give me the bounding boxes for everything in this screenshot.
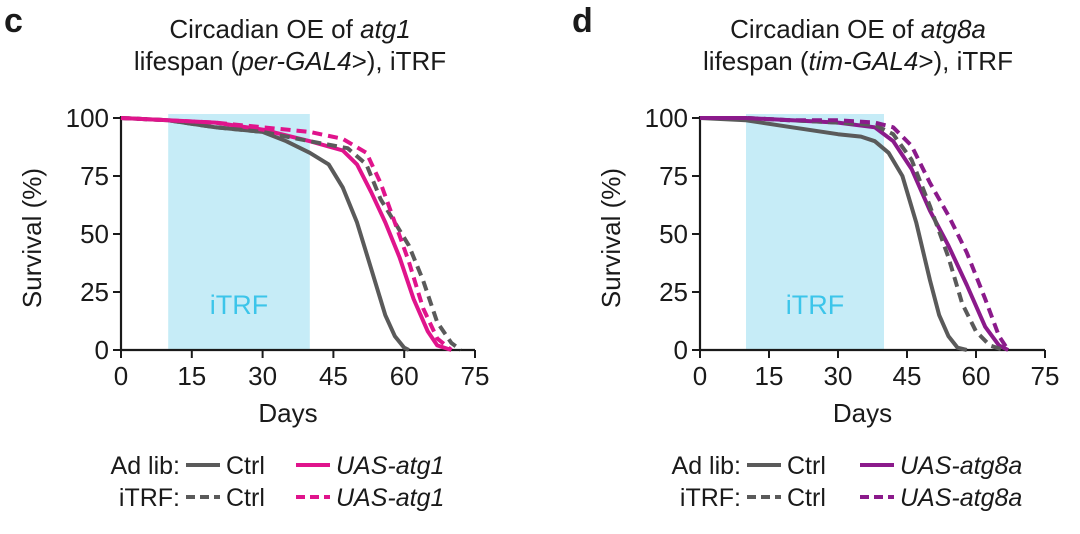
itrf-shade	[168, 114, 310, 350]
x-tick-label: 0	[693, 361, 707, 391]
x-tick-label: 0	[114, 361, 128, 391]
legend-uas-label: UAS-atg8a	[900, 452, 1022, 480]
survival-chart: iTRF 0 25 50 75 100 0 15 30 45 60 75 Days Survival (%…	[17, 103, 490, 512]
series-line	[700, 116, 1010, 352]
panel-letter: c	[4, 2, 23, 40]
title-line1: Circadian OE of	[730, 14, 921, 44]
x-tick-label: 30	[248, 361, 277, 391]
panel-letter: d	[572, 2, 593, 40]
title-line2-suffix: >), iTRF	[918, 46, 1013, 76]
x-axis-label: Days	[833, 398, 892, 428]
y-tick-label: 25	[659, 277, 688, 307]
legend-ctrl-label: Ctrl	[787, 484, 826, 512]
legend-uas-label: UAS-atg1	[336, 484, 444, 512]
itrf-label: iTRF	[786, 290, 844, 320]
title-line2-prefix: lifespan (	[703, 46, 809, 76]
legend-ctrl-label: Ctrl	[226, 452, 265, 480]
x-tick-label: 15	[177, 361, 206, 391]
x-tick-label: 60	[962, 361, 991, 391]
title-line1: Circadian OE of	[169, 14, 361, 44]
legend-uas-label: UAS-atg8a	[900, 484, 1022, 512]
y-tick-label: 75	[80, 161, 109, 191]
title-driver: per-GAL4	[239, 46, 352, 76]
legend-row-label: Ad lib:	[672, 452, 741, 480]
title-line2-suffix: >), iTRF	[351, 46, 447, 76]
y-tick-label: 50	[80, 219, 109, 249]
legend-row-label: iTRF:	[119, 484, 180, 512]
title-gene: atg8a	[920, 14, 986, 44]
x-tick-label: 60	[390, 361, 419, 391]
y-axis-label: Survival (%)	[17, 168, 47, 308]
y-tick-label: 50	[659, 219, 688, 249]
y-tick-label: 100	[66, 103, 109, 133]
legend-row-label: iTRF:	[680, 484, 741, 512]
legend-row-label: Ad lib:	[111, 452, 180, 480]
itrf-shade	[746, 114, 884, 350]
series-line	[699, 116, 968, 352]
x-tick-label: 45	[319, 361, 348, 391]
survival-chart: iTRF 0 25 50 75 100 0 15 30 45 60 75 Days Survival (%…	[596, 103, 1060, 512]
x-tick-label: 15	[755, 361, 784, 391]
series-line	[120, 116, 453, 352]
x-tick-label: 75	[1031, 361, 1060, 391]
legend-ctrl-label: Ctrl	[226, 484, 265, 512]
x-tick-label: 45	[893, 361, 922, 391]
x-tick-label: 75	[461, 361, 490, 391]
y-axis-label: Survival (%)	[596, 168, 626, 308]
panel-d: d Circadian OE of atg8a lifespan (tim-GA…	[540, 0, 1080, 534]
y-tick-label: 0	[674, 335, 688, 365]
title-driver: tim-GAL4	[808, 46, 919, 76]
y-tick-label: 25	[80, 277, 109, 307]
panel-c: c Circadian OE of atg1 lifespan (per-GAL…	[4, 2, 490, 512]
series-line	[700, 116, 1005, 352]
title-gene: atg1	[360, 14, 411, 44]
itrf-label: iTRF	[210, 290, 268, 320]
y-tick-label: 75	[659, 161, 688, 191]
x-tick-label: 30	[824, 361, 853, 391]
legend-ctrl-label: Ctrl	[787, 452, 826, 480]
y-tick-label: 0	[95, 335, 109, 365]
y-tick-label: 100	[645, 103, 688, 133]
x-axis-label: Days	[258, 398, 317, 428]
legend-uas-label: UAS-atg1	[336, 452, 444, 480]
series-line	[700, 116, 1010, 352]
title-line2-prefix: lifespan (	[133, 46, 240, 76]
series-line	[120, 116, 462, 352]
